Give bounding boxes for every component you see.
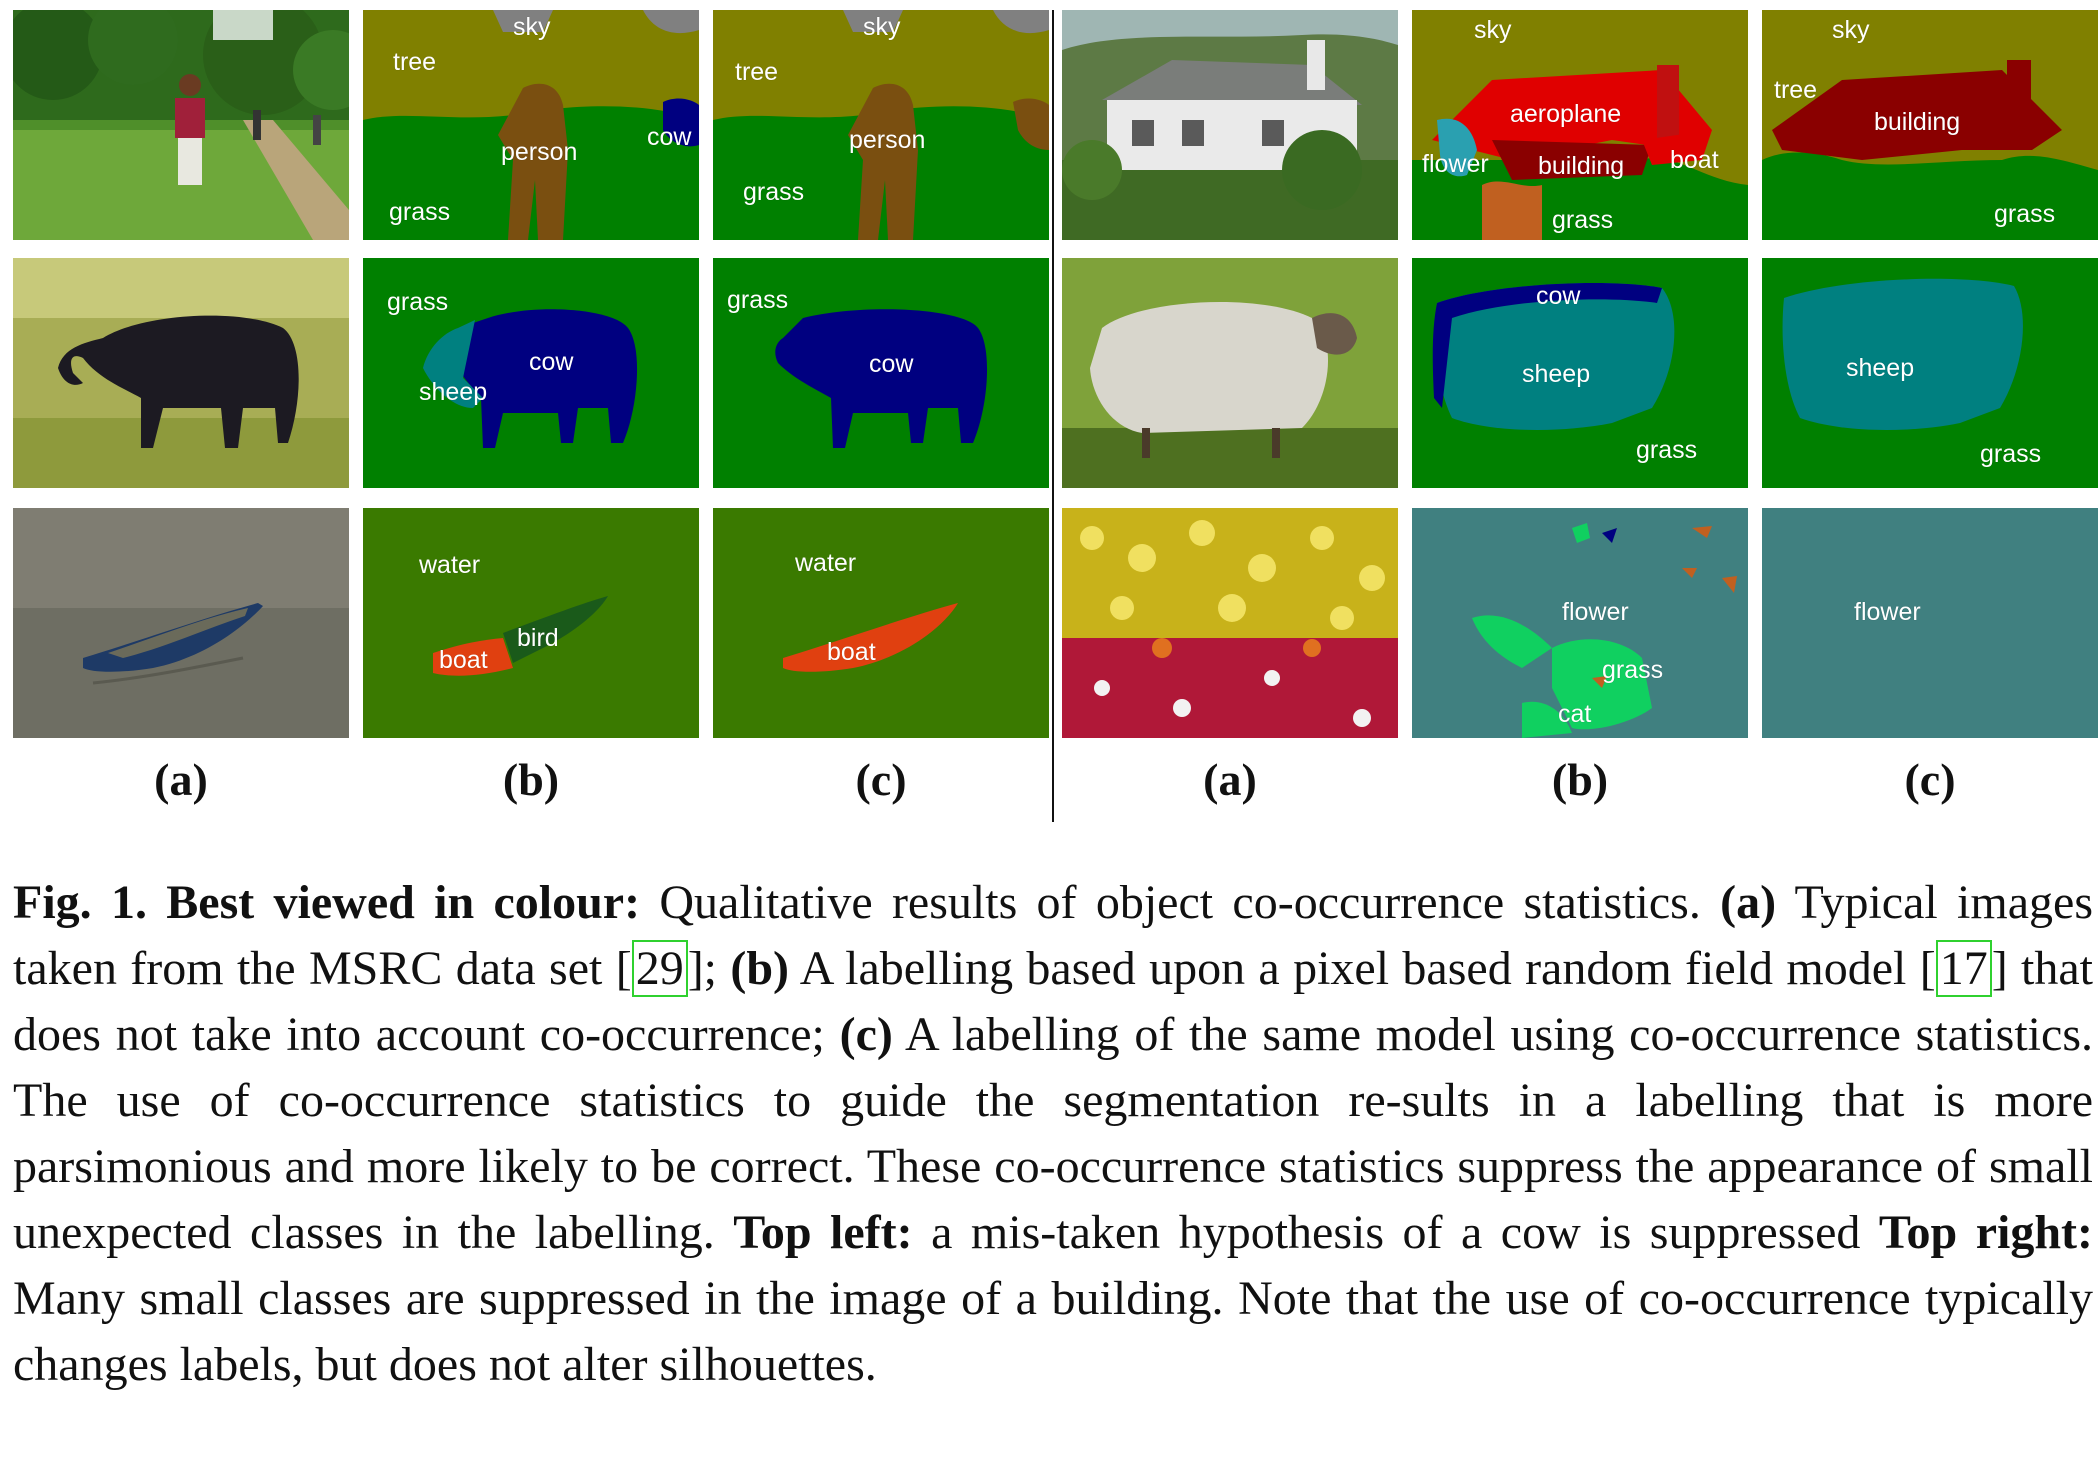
- seg-label-boat: boat: [827, 638, 876, 666]
- caption-fig-label: Fig. 1.: [13, 876, 147, 929]
- seg-label-sheep: sheep: [1846, 354, 1915, 382]
- segmentation-c-woman: sky tree person grass: [713, 10, 1049, 240]
- seg-label-tree: tree: [1774, 76, 1818, 104]
- photo-boat-on-water: [13, 508, 349, 738]
- segmentation-b-boat: water bird boat: [363, 508, 699, 738]
- segmentation-b-house-map: [1412, 10, 1748, 240]
- segmentation-c-boat: water boat: [713, 508, 1049, 738]
- seg-label-boat: boat: [1670, 146, 1719, 174]
- seg-label-sheep: sheep: [419, 378, 488, 406]
- segmentation-b-flowers: flower grass cat: [1412, 508, 1748, 738]
- segmentation-b-cow-map: [363, 258, 699, 488]
- column-label-a-left: (a): [154, 754, 208, 805]
- photo-flower-bed: [1062, 508, 1398, 738]
- segmentation-c-sheep: sheep grass: [1762, 258, 2098, 488]
- seg-label-flower: flower: [1422, 150, 1489, 178]
- segmentation-b-cow: grass cow sheep: [363, 258, 699, 488]
- segmentation-b-woman-map: [363, 10, 699, 240]
- seg-label-person: person: [849, 126, 926, 154]
- photo-woman-on-path: [13, 10, 349, 240]
- caption-top-left: Top left:: [733, 1206, 913, 1259]
- photo-cow-grazing: [13, 258, 349, 488]
- seg-label-grass: grass: [727, 286, 789, 314]
- segmentation-b-boat-map: [363, 508, 699, 738]
- caption-text-8: Many small classes are suppressed in the…: [13, 1272, 2093, 1391]
- seg-label-sky: sky: [863, 13, 901, 41]
- seg-label-person: person: [501, 138, 578, 166]
- caption-b: (b): [730, 942, 790, 995]
- photo-sheep-image: [1062, 258, 1398, 488]
- segmentation-c-sheep-map: [1762, 258, 2098, 488]
- column-label-b-left: (b): [502, 754, 560, 805]
- caption-text-4: A labelling based upon a pixel based ran…: [789, 942, 1936, 995]
- column-label-a-right: (a): [1203, 754, 1257, 805]
- seg-label-grass: grass: [389, 198, 451, 226]
- seg-label-flower: flower: [1854, 598, 1921, 626]
- caption-text-5: ] that does not take into account co-occ…: [13, 942, 2094, 1061]
- seg-label-grass: grass: [743, 178, 805, 206]
- caption-text-3: ];: [687, 942, 731, 995]
- photo-woman-on-path-image: [13, 10, 349, 240]
- column-label-c-left: (c): [855, 754, 907, 805]
- seg-label-tree: tree: [393, 48, 437, 76]
- seg-label-grass: grass: [387, 288, 449, 316]
- segmentation-b-house: sky aeroplane flower building boat grass: [1412, 10, 1748, 240]
- seg-label-building: building: [1874, 108, 1961, 136]
- seg-label-water: water: [795, 549, 857, 577]
- seg-label-flower: flower: [1562, 598, 1629, 626]
- segmentation-b-sheep: cow sheep grass: [1412, 258, 1748, 488]
- photo-house-image: [1062, 10, 1398, 240]
- seg-label-sky: sky: [1474, 16, 1512, 44]
- segmentation-c-cow-map: [713, 258, 1049, 488]
- photo-house: [1062, 10, 1398, 240]
- segmentation-c-house-map: [1762, 10, 2098, 240]
- column-label-c-right: (c): [1904, 754, 1956, 805]
- seg-label-grass: grass: [1602, 656, 1664, 684]
- seg-label-aeroplane: aeroplane: [1510, 100, 1622, 128]
- segmentation-c-cow: grass cow: [713, 258, 1049, 488]
- seg-label-bird: bird: [517, 624, 559, 652]
- seg-label-cow: cow: [1536, 282, 1581, 310]
- segmentation-c-flowers: flower: [1762, 508, 2098, 738]
- segmentation-c-house: sky tree building grass: [1762, 10, 2098, 240]
- seg-label-sheep: sheep: [1522, 360, 1591, 388]
- seg-label-cat: cat: [1558, 700, 1592, 728]
- segmentation-c-boat-map: [713, 508, 1049, 738]
- citation-link-17[interactable]: 17: [1935, 940, 1992, 997]
- seg-label-tree: tree: [735, 58, 779, 86]
- photo-cow-grazing-image: [13, 258, 349, 488]
- caption-text-2: Typical images taken from the MSRC data …: [13, 876, 2094, 995]
- seg-label-cow: cow: [869, 350, 914, 378]
- seg-label-cow: cow: [647, 123, 692, 151]
- seg-label-grass: grass: [1980, 440, 2042, 468]
- caption-text-7: a mis-taken hypothesis of a cow is suppr…: [912, 1206, 1879, 1259]
- segmentation-b-sheep-map: [1412, 258, 1748, 488]
- caption-a: (a): [1720, 876, 1777, 929]
- caption-c: (c): [839, 1008, 893, 1061]
- seg-label-grass: grass: [1552, 206, 1614, 234]
- segmentation-b-woman: tree sky person cow grass: [363, 10, 699, 240]
- segmentation-b-flowers-map: [1412, 508, 1748, 738]
- column-label-b-right: (b): [1551, 754, 1609, 805]
- caption-text-1: Qualitative results of object co-occurre…: [640, 876, 1721, 929]
- segmentation-c-flowers-map: [1762, 508, 2098, 738]
- caption-top-right: Top right:: [1878, 1206, 2093, 1259]
- caption-text-6: A labelling of the same model using co-o…: [13, 1008, 2094, 1259]
- seg-label-grass: grass: [1636, 436, 1698, 464]
- seg-label-grass: grass: [1994, 200, 2056, 228]
- segmentation-c-woman-map: [713, 10, 1049, 240]
- seg-label-building: building: [1538, 152, 1625, 180]
- photo-boat-on-water-image: [13, 508, 349, 738]
- citation-link-29[interactable]: 29: [631, 940, 688, 997]
- seg-label-boat: boat: [439, 646, 488, 674]
- seg-label-sky: sky: [513, 13, 551, 41]
- photo-flower-bed-image: [1062, 508, 1398, 738]
- figure-caption: Fig. 1. Best viewed in colour: Qualitati…: [13, 870, 2093, 1398]
- seg-label-sky: sky: [1832, 16, 1870, 44]
- photo-sheep: [1062, 258, 1398, 488]
- group-divider: [1052, 10, 1054, 822]
- caption-lead: Best viewed in colour:: [166, 876, 641, 929]
- seg-label-cow: cow: [529, 348, 574, 376]
- seg-label-water: water: [419, 551, 481, 579]
